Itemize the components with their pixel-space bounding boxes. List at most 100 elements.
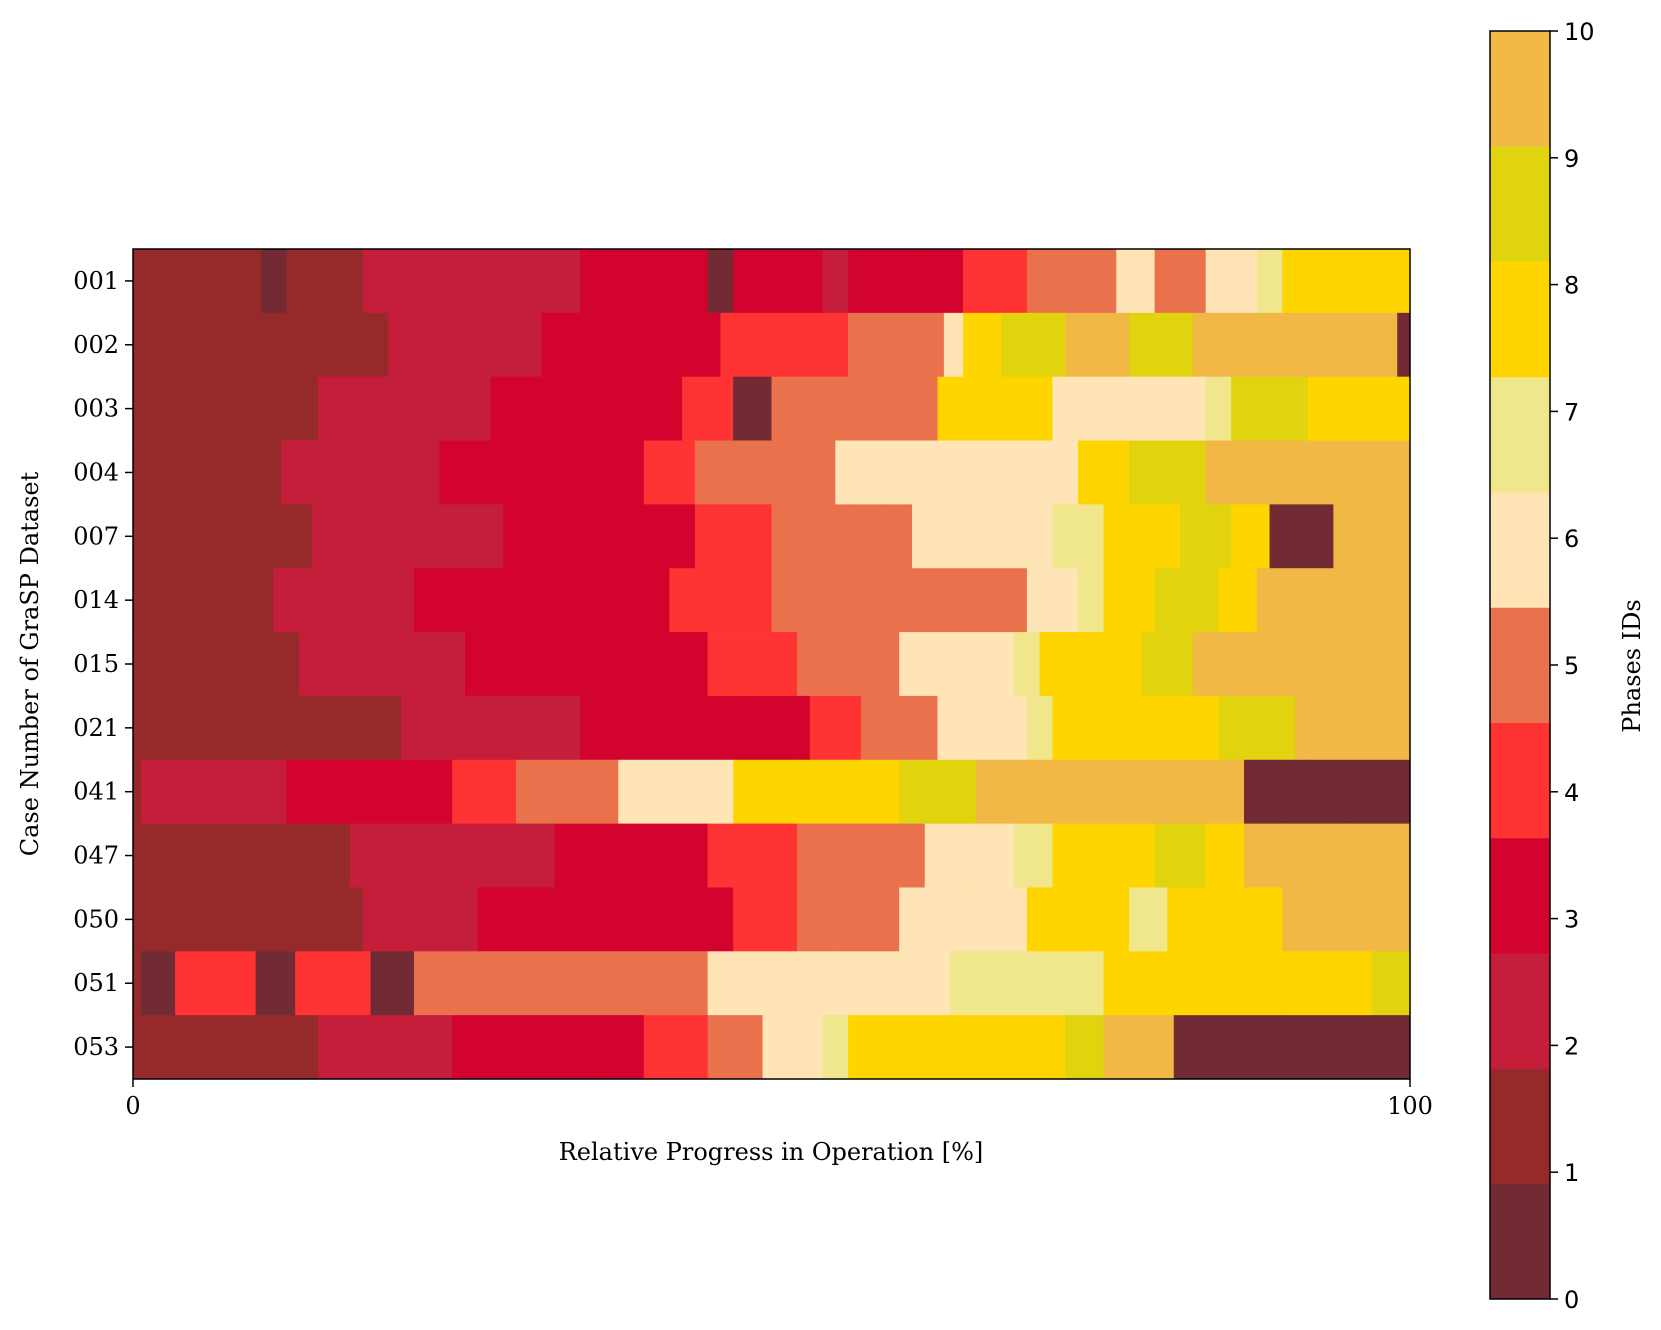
heatmap-cell-047-7 xyxy=(631,823,709,888)
heatmap-cell-041-9 xyxy=(618,759,683,825)
heatmap-cell-007-19 xyxy=(1231,504,1270,569)
heatmap-cell-041-20 xyxy=(1243,759,1309,825)
heatmap-cell-041-8 xyxy=(516,759,619,825)
heatmap-cell-007-13 xyxy=(911,504,951,569)
heatmap-cell-002-6 xyxy=(592,312,645,378)
heatmap-cell-053-15 xyxy=(1026,1015,1066,1080)
x-axis: 0 100 xyxy=(125,1079,1433,1120)
colorbar-tick-label-4: 4 xyxy=(1564,779,1579,807)
heatmap-cell-021-17 xyxy=(1154,695,1219,761)
heatmap-cell-050-13 xyxy=(975,887,1028,952)
heatmap-cell-002-16 xyxy=(1192,312,1258,378)
y-tick-label-014: 014 xyxy=(73,586,119,614)
heatmap-cell-041-2 xyxy=(184,759,236,825)
heatmap-cell-004-14 xyxy=(963,440,1028,505)
heatmap-cell-050-19 xyxy=(1282,887,1360,952)
heatmap-cell-041-3 xyxy=(235,759,287,825)
heatmap-cell-002-20 xyxy=(1397,312,1411,378)
heatmap-cell-015-19 xyxy=(1307,632,1360,697)
heatmap-cell-014-18 xyxy=(1154,568,1219,633)
heatmap-cell-002-18 xyxy=(1307,312,1360,378)
heatmap-cell-021-0 xyxy=(133,695,142,761)
y-tick-label-050: 050 xyxy=(73,905,119,933)
heatmap-cell-053-16 xyxy=(1065,1015,1104,1080)
heatmap-cell-050-4 xyxy=(362,887,415,952)
heatmap-cell-053-13 xyxy=(899,1015,977,1080)
heatmap-cell-014-0 xyxy=(133,568,142,633)
heatmap-cell-001-2 xyxy=(222,249,262,314)
heatmap-cell-047-1 xyxy=(140,823,236,888)
heatmap-cell-015-3 xyxy=(299,632,377,697)
heatmap-cell-053-12 xyxy=(848,1015,900,1080)
heatmap-cell-015-17 xyxy=(1192,632,1245,697)
heatmap-cell-047-18 xyxy=(1205,823,1245,888)
heatmap-cell-015-14 xyxy=(1039,632,1079,697)
heatmap-cell-002-4 xyxy=(465,312,543,378)
heatmap-cell-021-7 xyxy=(669,695,747,761)
heatmap-cell-007-3 xyxy=(311,504,389,569)
heatmap-cell-003-13 xyxy=(911,376,938,441)
heatmap-cell-003-10 xyxy=(771,376,785,441)
heatmap-cell-041-18 xyxy=(1129,759,1194,825)
heatmap-cell-004-7 xyxy=(605,440,645,505)
heatmap-cell-053-18 xyxy=(1173,1015,1283,1080)
heatmap-cell-041-17 xyxy=(1077,759,1130,825)
colorbar-label: Phases IDs xyxy=(1618,599,1646,732)
heatmap-rows xyxy=(133,249,1411,1080)
heatmap-cell-003-19 xyxy=(1154,376,1207,441)
heatmap-cell-015-16 xyxy=(1141,632,1194,697)
heatmap-cell-002-19 xyxy=(1358,312,1398,378)
heatmap-row-021 xyxy=(133,695,1411,761)
heatmap-cell-051-11 xyxy=(771,951,836,1016)
heatmap-cell-007-4 xyxy=(388,504,453,569)
heatmap-cell-007-12 xyxy=(886,504,913,569)
colorbar-swatch-1 xyxy=(1490,1068,1550,1185)
heatmap-cell-021-1 xyxy=(140,695,236,761)
colorbar-swatch-5 xyxy=(1490,607,1550,724)
heatmap-cell-014-6 xyxy=(503,568,581,633)
heatmap-cell-021-12 xyxy=(937,695,1002,761)
heatmap-cell-021-2 xyxy=(235,695,338,761)
heatmap-cell-051-19 xyxy=(1269,951,1334,1016)
heatmap-cell-014-5 xyxy=(413,568,504,633)
heatmap-cell-014-1 xyxy=(140,568,236,633)
heatmap-cell-050-7 xyxy=(554,887,645,952)
heatmap-cell-047-13 xyxy=(975,823,1015,888)
heatmap-cell-047-16 xyxy=(1103,823,1155,888)
heatmap-cell-047-19 xyxy=(1243,823,1283,888)
heatmap-cell-015-20 xyxy=(1358,632,1411,697)
heatmap-cell-021-18 xyxy=(1218,695,1296,761)
heatmap-cell-051-15 xyxy=(1052,951,1104,1016)
heatmap-cell-047-3 xyxy=(350,823,415,888)
heatmap-cell-004-19 xyxy=(1256,440,1309,505)
heatmap-cell-051-2 xyxy=(175,951,256,1016)
heatmap-cell-001-0 xyxy=(133,249,142,314)
heatmap-cell-021-20 xyxy=(1346,695,1411,761)
heatmap-cell-004-21 xyxy=(1358,440,1411,505)
heatmap-cell-053-6 xyxy=(503,1015,594,1080)
heatmap-cell-047-2 xyxy=(235,823,351,888)
heatmap-cell-053-17 xyxy=(1103,1015,1175,1080)
heatmap-cell-003-4 xyxy=(413,376,491,441)
heatmap-cell-050-11 xyxy=(848,887,900,952)
heatmap-cell-003-17 xyxy=(1052,376,1117,441)
heatmap-cell-021-9 xyxy=(809,695,862,761)
heatmap-cell-041-13 xyxy=(860,759,900,825)
heatmap-cell-053-1 xyxy=(140,1015,236,1080)
heatmap-cell-003-24 xyxy=(1371,376,1411,441)
heatmap-cell-050-8 xyxy=(643,887,734,952)
heatmap-row-051 xyxy=(133,951,1411,1016)
heatmap-cell-051-3 xyxy=(255,951,296,1016)
heatmap-row-047 xyxy=(133,823,1411,888)
colorbar-tick-label-6: 6 xyxy=(1564,525,1579,553)
heatmap-cell-021-6 xyxy=(579,695,670,761)
heatmap-cell-004-20 xyxy=(1307,440,1360,505)
heatmap-cell-002-9 xyxy=(758,312,849,378)
colorbar-tick-label-1: 1 xyxy=(1564,1159,1579,1187)
y-tick-label-047: 047 xyxy=(73,842,119,870)
heatmap-cell-015-11 xyxy=(899,632,964,697)
heatmap-cell-021-11 xyxy=(899,695,938,761)
heatmap-cell-007-18 xyxy=(1180,504,1232,569)
heatmap-cell-050-12 xyxy=(899,887,977,952)
heatmap-cell-051-16 xyxy=(1103,951,1155,1016)
